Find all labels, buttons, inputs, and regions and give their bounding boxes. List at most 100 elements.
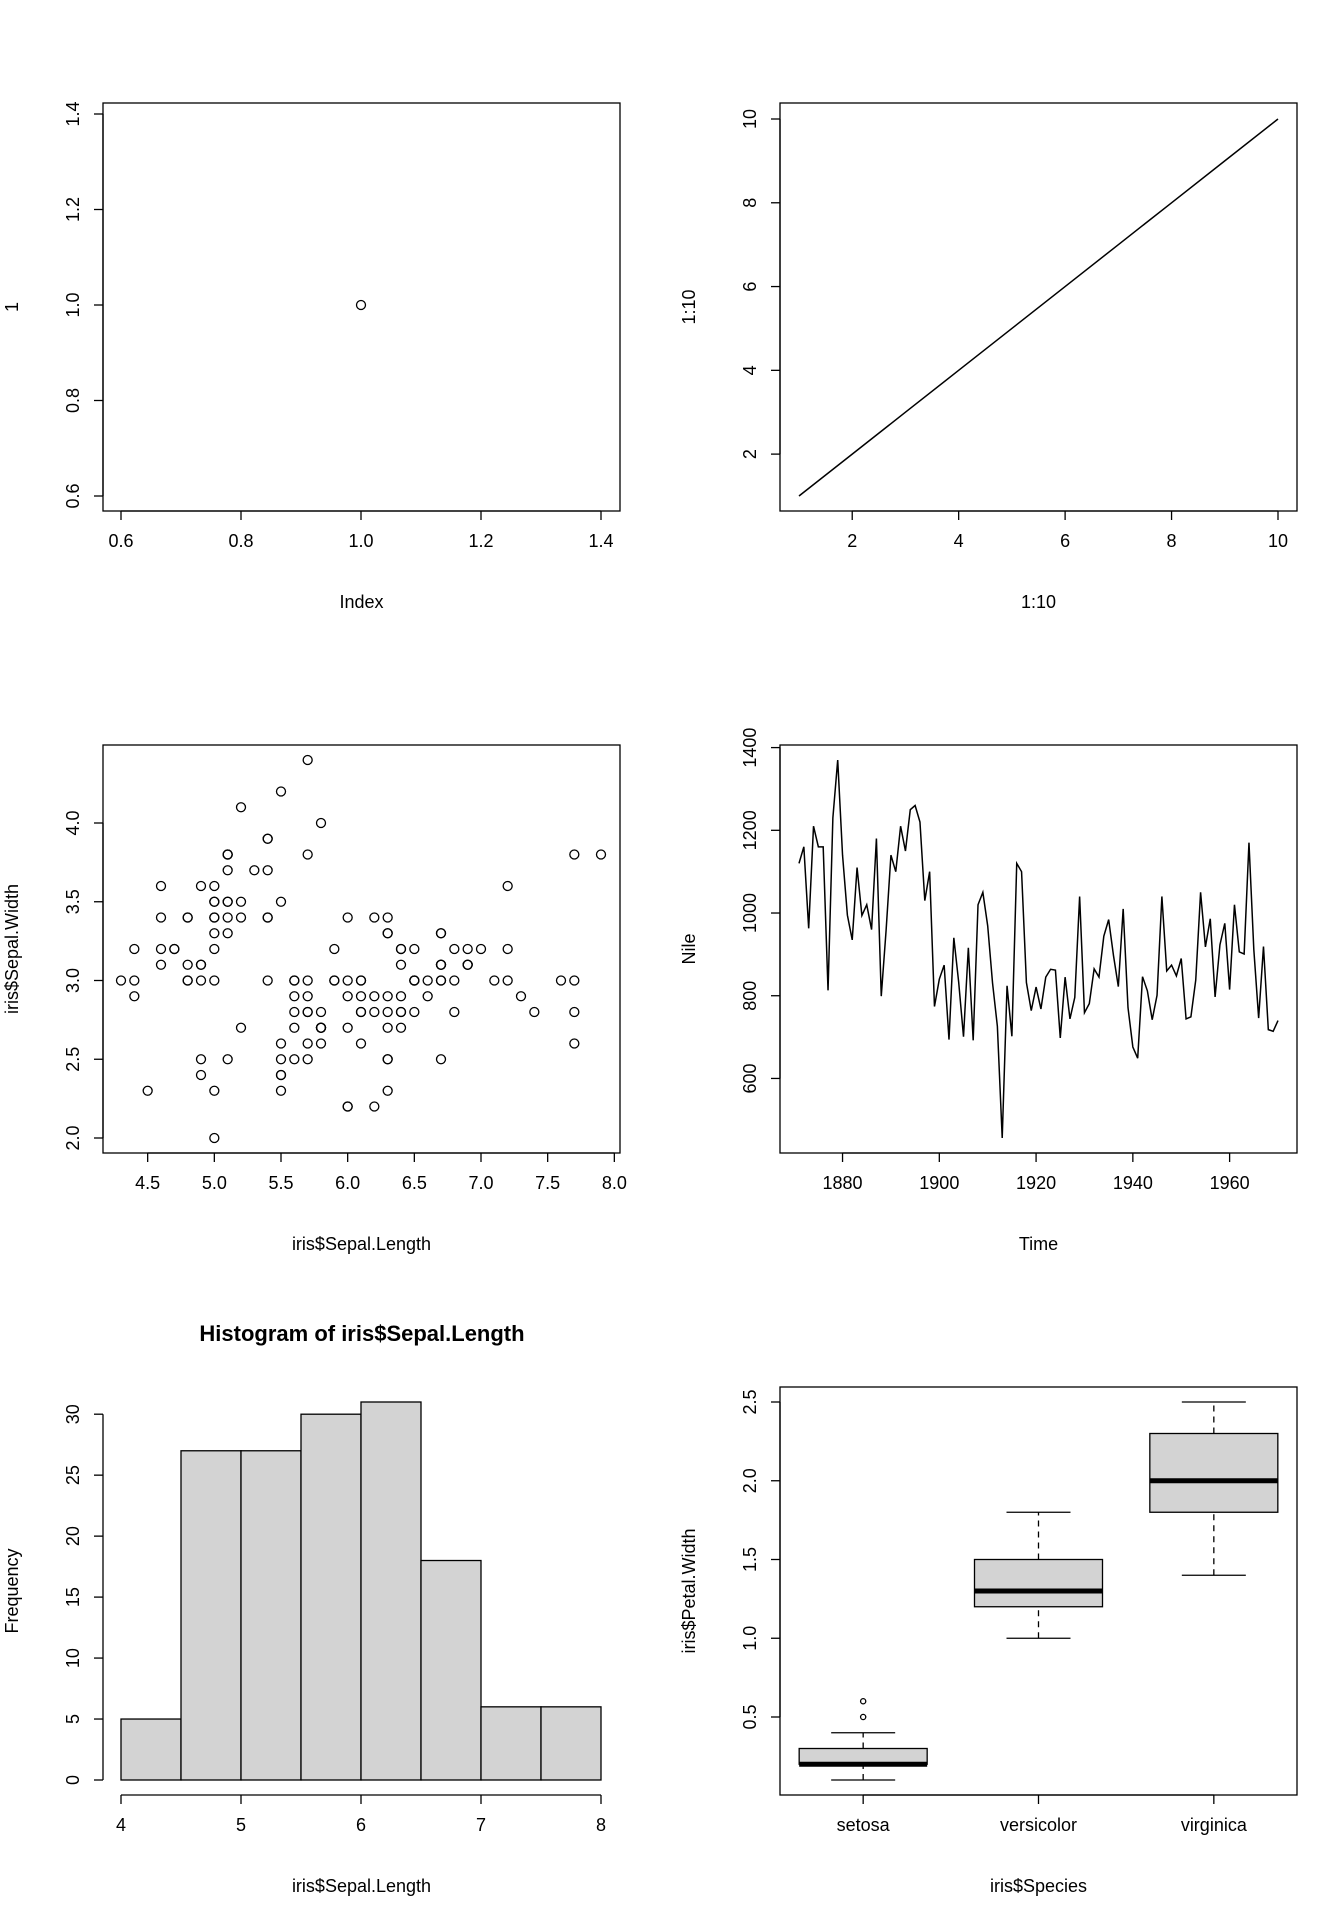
x-axis-title: iris$Sepal.Length	[292, 1876, 431, 1896]
x-tick-label: 2	[847, 531, 857, 551]
data-point	[329, 943, 340, 955]
y-axis: 2.0 2.5 3.0 3.5 4.0	[63, 810, 104, 1151]
data-point	[222, 896, 233, 907]
x-tick-label: 1.0	[348, 531, 373, 551]
data-point	[382, 1054, 393, 1065]
y-tick-label: 0.8	[63, 388, 83, 413]
histogram-bar	[180, 1450, 242, 1781]
series-line	[798, 759, 1279, 1139]
panel-nile-timeseries: 1880 1900 1920 1940 1960 600 800 1000 1200 1400 Ti…	[679, 728, 1298, 1254]
data-point	[182, 912, 193, 923]
data-point	[275, 1069, 287, 1081]
x-tick-label: 5.0	[202, 1173, 227, 1193]
y-tick-label: 2	[740, 449, 760, 459]
series-line	[798, 118, 1279, 497]
y-tick-label: 10	[740, 109, 760, 129]
x-tick-label: 1.4	[588, 531, 613, 551]
data-point	[395, 1022, 407, 1033]
y-tick-label: 1200	[740, 810, 760, 850]
x-axis-title: iris$Sepal.Length	[292, 1234, 431, 1254]
data-point	[235, 896, 247, 907]
y-axis-title: Nile	[679, 933, 699, 964]
y-tick-label: 800	[740, 981, 760, 1011]
box-setosa	[798, 1698, 928, 1781]
x-tick-label: 6.5	[402, 1173, 427, 1193]
data-point	[395, 943, 407, 955]
data-point	[209, 912, 220, 923]
x-tick-label: 1920	[1016, 1173, 1056, 1193]
data-point	[355, 975, 367, 986]
y-axis: 2 4 6 8 10	[740, 109, 781, 459]
data-point	[462, 959, 473, 970]
data-point	[222, 1054, 233, 1065]
y-tick-label: 6	[740, 282, 760, 292]
x-tick-label: 6.0	[335, 1173, 360, 1193]
x-tick-label: 6	[1060, 531, 1070, 551]
data-point	[369, 991, 380, 1002]
y-tick-label: 1.4	[63, 101, 83, 126]
panel-index-plot: 0.6 0.8 1.0 1.2 1.4 0.6 0.8 1.0 1.2 1.4 Index 1	[2, 101, 621, 612]
data-point	[475, 943, 487, 955]
y-axis-title: Frequency	[2, 1548, 22, 1633]
data-point	[142, 1085, 153, 1096]
x-tick-label: versicolor	[1000, 1815, 1077, 1835]
data-point	[435, 975, 447, 986]
x-axis: 4 5 6 7 8	[116, 1794, 606, 1835]
data-point	[449, 975, 460, 986]
x-axis-title: Time	[1019, 1234, 1058, 1254]
data-point	[302, 1006, 313, 1018]
data-point	[315, 1006, 327, 1018]
data-point	[369, 1006, 380, 1018]
y-tick-label: 1.2	[63, 197, 83, 222]
data-point	[435, 1054, 447, 1065]
y-tick-label: 3.0	[63, 968, 83, 993]
data-point	[315, 1022, 327, 1033]
x-tick-label: 5	[236, 1815, 246, 1835]
data-point	[289, 975, 300, 986]
data-point	[289, 1022, 300, 1033]
data-point	[209, 896, 220, 907]
x-tick-label: 7.0	[468, 1173, 493, 1193]
data-point	[315, 1038, 327, 1049]
panel-histogram: Histogram of iris$Sepal.Length 4 5 6 7 8 0 5 10 1…	[2, 1321, 606, 1896]
x-axis-title: 1:10	[1021, 592, 1056, 612]
data-point	[569, 975, 580, 986]
x-tick-label: 1900	[919, 1173, 959, 1193]
x-tick-label: 8	[596, 1815, 606, 1835]
data-point	[569, 849, 580, 860]
y-tick-label: 15	[63, 1587, 83, 1607]
data-point	[502, 880, 513, 892]
x-tick-label: virginica	[1181, 1815, 1248, 1835]
data-point	[382, 1022, 393, 1033]
x-tick-label: 1940	[1113, 1173, 1153, 1193]
data-point	[302, 975, 313, 986]
data-point	[275, 786, 287, 797]
panel-boxplot: setosa versicolor virginica 0.5 1.0 1.5 2.0 2.5…	[679, 1386, 1298, 1896]
data-point	[529, 1006, 540, 1018]
data-point	[489, 975, 500, 986]
data-point	[289, 1006, 300, 1018]
data-point	[342, 991, 353, 1002]
data-point	[222, 865, 233, 876]
data-point	[182, 975, 193, 986]
y-tick-label: 30	[63, 1404, 83, 1424]
data-point	[209, 1085, 220, 1096]
data-point	[355, 1038, 367, 1049]
data-point	[155, 943, 167, 955]
data-point	[275, 1054, 287, 1065]
data-point	[182, 959, 193, 970]
y-axis: 600 800 1000 1200 1400	[740, 728, 781, 1093]
data-point	[155, 880, 167, 892]
x-tick-label: 10	[1268, 531, 1288, 551]
data-point	[169, 943, 180, 955]
x-tick-label: 0.8	[228, 531, 253, 551]
data-point	[342, 975, 353, 986]
data-point	[289, 991, 300, 1002]
data-point	[382, 928, 393, 939]
y-tick-label: 0	[63, 1775, 83, 1785]
histogram-bar	[360, 1401, 422, 1781]
x-tick-label: setosa	[837, 1815, 891, 1835]
data-point	[302, 1038, 313, 1049]
data-point	[302, 754, 313, 766]
